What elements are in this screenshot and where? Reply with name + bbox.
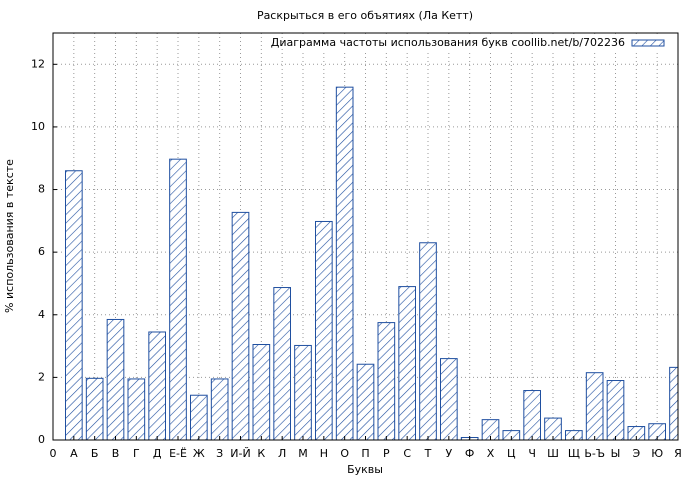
x-tick-label: Ы [611,447,621,460]
y-tick-label: 10 [31,120,45,133]
legend-bg [285,35,675,51]
x-tick-label: 0 [50,447,57,460]
y-axis-label: % использования в тексте [3,159,16,313]
x-tick-label: Х [487,447,495,460]
x-tick-label: А [70,447,78,460]
x-tick-label: Ж [193,447,205,460]
bar [106,318,125,440]
bar [294,344,312,440]
x-tick-label: Г [133,447,140,460]
x-tick-label: Е-Ё [169,447,187,460]
bar [440,358,458,440]
x-tick-label: Т [424,447,432,460]
x-tick-label: Ч [528,447,536,460]
x-tick-label: О [340,447,349,460]
bar [148,331,166,440]
bar [252,344,271,440]
bar [65,170,83,440]
x-tick-label: В [112,447,120,460]
bar [85,377,104,440]
y-tick-label: 6 [38,245,45,258]
legend-swatch [631,39,665,47]
bar [190,394,208,440]
bar [335,86,354,440]
bar [606,380,625,440]
x-tick-label: Ю [651,447,663,460]
x-tick-label: Д [153,447,162,460]
x-tick-label: У [445,447,452,460]
bar [502,430,521,440]
bar [523,390,541,440]
x-tick-label: М [298,447,308,460]
chart-title: Раскрыться в его объятиях (Ла Кетт) [257,9,473,22]
bars [65,86,678,440]
x-tick-label: Л [278,447,286,460]
legend: Диаграмма частоты использования букв coo… [271,35,675,51]
x-tick-label: К [257,447,265,460]
x-axis-label: Буквы [347,463,383,476]
bar [565,430,583,440]
x-tick-label: Б [91,447,99,460]
bar [377,322,396,440]
bar [127,378,146,440]
x-tick-label: И-Й [230,447,250,460]
x-tick-label: С [403,447,411,460]
x-tick-label: Ц [507,447,516,460]
bar [648,423,666,440]
x-tick-label: П [361,447,369,460]
bar [419,242,437,440]
x-tick-label: Р [383,447,390,460]
bar [210,378,229,440]
x-tick-label: Ь-Ъ [584,447,605,460]
x-tick-label: Э [632,447,640,460]
bar [398,286,417,440]
bar [585,372,604,440]
y-tick-label: 8 [38,183,45,196]
y-tick-label: 0 [38,433,45,446]
bar [231,211,250,440]
x-tick-label: Я [674,447,682,460]
x-tick-label: З [216,447,223,460]
bar [169,158,187,440]
bar [273,287,292,440]
x-tick-label: Ш [547,447,559,460]
y-tick-label: 12 [31,57,45,70]
bar [669,366,678,440]
bar [356,363,375,440]
bar [315,220,333,440]
x-tick-label: Ф [465,447,474,460]
bar [544,417,562,440]
legend-label: Диаграмма частоты использования букв coo… [271,36,625,49]
x-tick-label: Н [320,447,328,460]
y-tick-label: 2 [38,370,45,383]
y-tick-label: 4 [38,308,45,321]
x-tick-label: Щ [568,447,580,460]
